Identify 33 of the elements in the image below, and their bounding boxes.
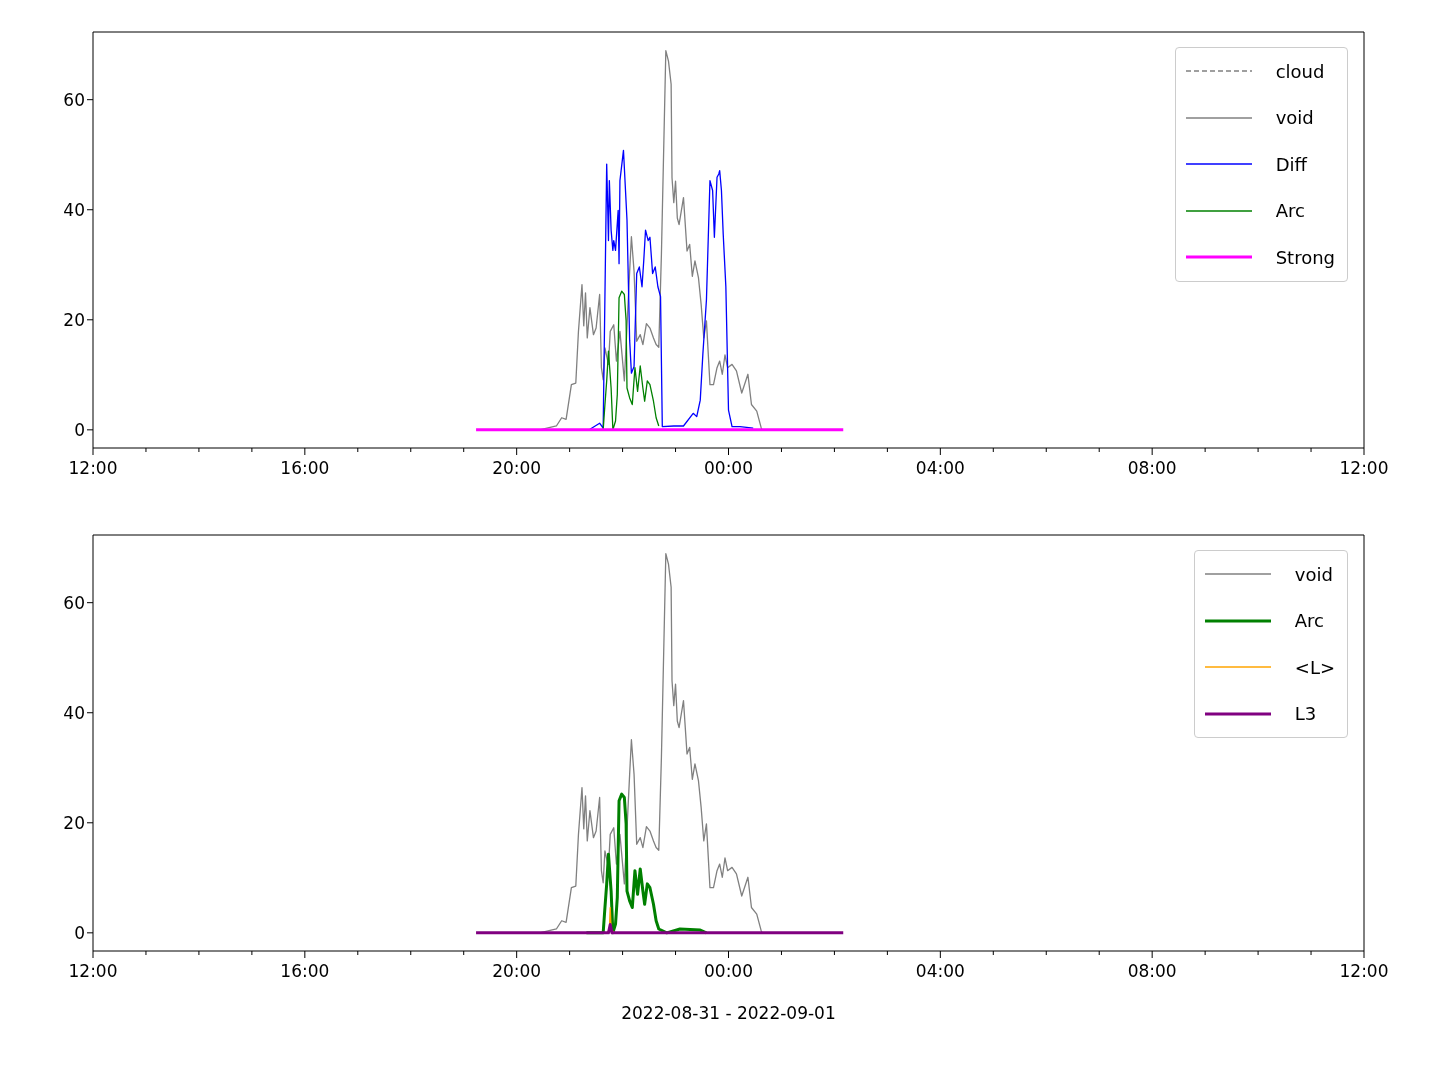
- x-tick-label: 04:00: [915, 961, 965, 981]
- legend-label: Strong: [1275, 246, 1335, 268]
- x-tick-label: 16:00: [280, 961, 330, 981]
- y-tick-label: 20: [63, 309, 85, 330]
- x-tick-label: 12:00: [68, 458, 118, 478]
- x-tick-label: 20:00: [492, 961, 542, 981]
- x-tick-label: 04:00: [915, 458, 965, 478]
- legend-label: void: [1294, 563, 1333, 585]
- x-tick-label: 12:00: [1339, 961, 1389, 981]
- x-tick-label: 08:00: [1127, 961, 1177, 981]
- y-tick-label: 0: [74, 922, 85, 943]
- legend-label: <L>: [1294, 656, 1335, 678]
- legend-label: L3: [1294, 703, 1317, 725]
- y-tick-label: 20: [63, 812, 85, 833]
- x-tick-label: 16:00: [280, 458, 330, 478]
- x-tick-label: 20:00: [492, 458, 542, 478]
- x-tick-label: 12:00: [68, 961, 118, 981]
- y-tick-label: 40: [63, 702, 85, 723]
- y-tick-label: 60: [63, 89, 85, 110]
- x-tick-label: 00:00: [704, 961, 753, 981]
- legend-label: Arc: [1275, 200, 1305, 222]
- legend-label: Diff: [1275, 153, 1307, 175]
- x-tick-label: 12:00: [1339, 458, 1389, 478]
- legend-label: void: [1275, 107, 1314, 129]
- y-tick-label: 0: [74, 419, 85, 440]
- x-tick-label: 08:00: [1127, 458, 1177, 478]
- y-tick-label: 40: [63, 199, 85, 220]
- x-tick-label: 00:00: [704, 458, 753, 478]
- line-series: [589, 149, 754, 430]
- legend-label: cloud: [1275, 60, 1325, 82]
- x-axis-title: 2022-08-31 - 2022-09-01: [621, 1003, 836, 1023]
- legend-label: Arc: [1294, 610, 1325, 632]
- y-tick-label: 60: [63, 592, 85, 613]
